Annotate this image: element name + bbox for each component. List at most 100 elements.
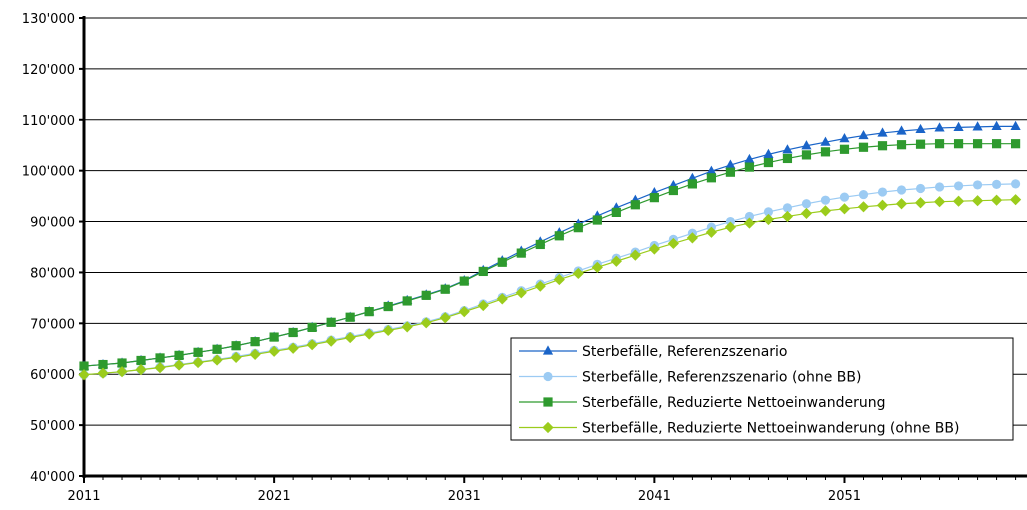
series-1-point-42 (877, 187, 888, 197)
series-2-point-14 (345, 312, 355, 322)
series-3-point-14 (344, 331, 356, 344)
legend-marker-2 (543, 397, 553, 407)
tick-labels: 40'000 50'000 60'000 70'000 80'000 90'000 100'… (22, 12, 861, 504)
series-3-point-29 (629, 249, 641, 261)
series-2-point-10 (269, 332, 279, 342)
series-1-point-43 (896, 185, 907, 195)
series-2-point-6 (193, 347, 203, 357)
series-1-point-46 (953, 181, 964, 191)
series-3-point-15 (363, 328, 375, 340)
series-3-point-18 (420, 317, 432, 329)
series-2-point-0 (79, 361, 89, 371)
series-3-point-25 (553, 273, 565, 286)
series-0-point-40 (839, 133, 850, 143)
y-tick-label-0: 40'000 (30, 470, 75, 485)
series-2-point-46 (953, 139, 964, 149)
series-3-point-4 (154, 362, 166, 374)
series-1-point-36 (763, 207, 774, 217)
series-lines (78, 120, 1022, 381)
series-3-point-39 (819, 205, 832, 217)
series-2-point-2 (117, 358, 127, 368)
series-3-point-49 (1009, 194, 1022, 206)
series-3-point-41 (857, 201, 870, 213)
series-3-point-16 (382, 324, 394, 337)
series-2-point-29 (630, 200, 640, 210)
series-2-point-28 (611, 207, 621, 217)
series-3-point-7 (211, 354, 223, 366)
series-2-point-21 (478, 266, 488, 277)
series-2-point-22 (497, 257, 507, 267)
series-2-point-25 (554, 231, 564, 241)
series-1-point-38 (801, 199, 812, 209)
x-tick-label-0: 2011 (67, 489, 100, 504)
series-0-point-33 (706, 165, 717, 175)
x-tick-label-2: 2031 (448, 489, 481, 504)
series-2-point-18 (421, 290, 431, 300)
series-3 (78, 194, 1022, 381)
series-3-point-35 (743, 217, 756, 229)
series-2-point-7 (212, 344, 222, 354)
series-0-point-37 (782, 144, 793, 154)
series-2 (79, 139, 1021, 371)
series-3-point-5 (173, 359, 185, 371)
series-1-point-35 (744, 211, 755, 222)
series-2-point-36 (763, 157, 774, 168)
series-3-point-26 (572, 267, 584, 280)
series-1-point-39 (820, 195, 831, 205)
series-2-point-27 (592, 215, 602, 225)
series-2-point-41 (858, 142, 869, 152)
series-line-0 (83, 125, 1016, 367)
y-tick-label-1: 50'000 (30, 419, 75, 434)
series-3-point-30 (648, 243, 660, 255)
series-2-point-16 (383, 301, 393, 312)
series-2-point-26 (573, 223, 583, 233)
series-0-point-48 (991, 120, 1002, 130)
series-3-point-0 (78, 369, 90, 381)
series-2-point-8 (231, 341, 241, 351)
y-tick-label-8: 120'000 (22, 63, 75, 78)
series-0-point-41 (858, 129, 869, 140)
series-1-point-45 (934, 182, 945, 192)
series-0 (78, 120, 1021, 370)
series-3-point-9 (249, 348, 261, 360)
series-0-point-45 (934, 122, 945, 132)
series-2-point-42 (877, 141, 888, 151)
series-2-point-39 (820, 147, 831, 157)
legend-label-2: Sterbefälle, Reduzierte Nettoeinwanderun… (582, 395, 885, 411)
series-3-point-21 (477, 299, 489, 312)
series-3-point-38 (800, 207, 813, 220)
series-2-point-40 (839, 144, 850, 154)
series-2-point-32 (687, 179, 697, 189)
series-1-point-41 (858, 189, 869, 200)
series-2-point-35 (744, 162, 755, 172)
series-3-point-1 (97, 367, 109, 379)
series-0-point-44 (915, 123, 926, 134)
series-3-point-11 (287, 342, 299, 354)
series-3-point-42 (876, 199, 889, 211)
series-1-point-48 (991, 179, 1002, 190)
series-2-point-3 (136, 355, 146, 366)
series-2-point-34 (725, 167, 736, 177)
series-3-point-33 (705, 226, 717, 238)
series-3-point-36 (762, 213, 775, 226)
series-3-point-45 (933, 196, 946, 208)
series-3-point-48 (990, 194, 1003, 206)
series-3-point-8 (230, 351, 242, 364)
series-2-point-49 (1010, 139, 1021, 149)
series-2-point-23 (516, 248, 526, 258)
y-tick-label-9: 130'000 (22, 12, 75, 27)
series-2-point-24 (535, 239, 545, 250)
series-0-point-49 (1010, 120, 1021, 130)
series-3-point-13 (325, 335, 337, 347)
series-3-point-31 (667, 237, 679, 250)
series-1-point-47 (972, 180, 983, 190)
series-3-point-12 (306, 339, 318, 351)
series-2-point-4 (155, 353, 165, 363)
series-2-point-48 (991, 139, 1002, 149)
series-2-point-31 (668, 185, 678, 196)
series-2-point-45 (934, 139, 945, 149)
series-2-point-44 (915, 139, 926, 149)
series-2-point-15 (364, 307, 374, 317)
gridlines (84, 17, 1027, 426)
series-3-point-37 (781, 210, 794, 223)
